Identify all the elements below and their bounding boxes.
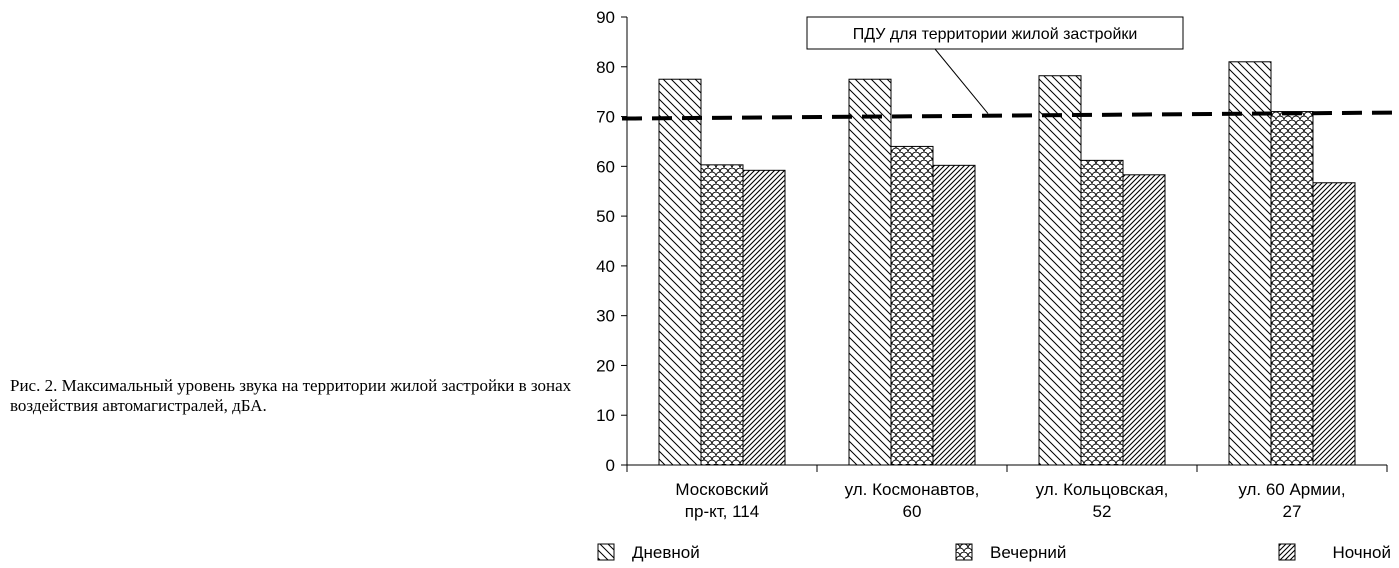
y-tick-label: 90 [596, 8, 615, 27]
reference-label: ПДУ для территории жилой застройки [853, 26, 1138, 43]
x-tick-label: ул. Космонавтов, 60 [845, 480, 980, 521]
bar-scales [1080, 159, 1124, 466]
bar-scales [700, 164, 744, 466]
legend: Дневной Вечерний Ночной [597, 543, 1391, 562]
reference-line-group: ПДУ для территории жилой застройки [621, 16, 1393, 121]
bar-scales [1270, 111, 1314, 466]
y-tick-label: 10 [596, 406, 615, 425]
legend-label: Вечерний [990, 543, 1066, 562]
bar-diag-up [932, 164, 976, 466]
legend-label: Ночной [1332, 543, 1391, 562]
legend-swatch-scales [955, 543, 973, 561]
bar-diag-up [1312, 182, 1356, 466]
y-tick-label: 70 [596, 108, 615, 127]
y-tick-label: 0 [606, 456, 615, 475]
bar-diag-down [1228, 61, 1272, 466]
x-tick-label: ул. 60 Армии, 27 [1238, 480, 1345, 521]
y-tick-label: 50 [596, 207, 615, 226]
y-tick-label: 40 [596, 257, 615, 276]
bar-diag-down [1038, 75, 1082, 466]
reference-label-box [806, 16, 1184, 50]
y-tick-label: 30 [596, 307, 615, 326]
bar-diag-down [658, 78, 702, 466]
y-tick-label: 20 [596, 356, 615, 375]
y-tick-label: 80 [596, 58, 615, 77]
bar-diag-up [1122, 174, 1166, 466]
bar-scales [890, 145, 934, 466]
legend-swatch-diag-up [1278, 543, 1296, 561]
legend-label: Дневной [632, 543, 700, 562]
x-tick-label: ул. Кольцовская, 52 [1036, 480, 1169, 521]
bars [658, 61, 1356, 466]
bar-diag-up [742, 169, 786, 466]
reference-line [621, 110, 1393, 121]
bar-diag-down [848, 78, 892, 466]
y-tick-label: 60 [596, 157, 615, 176]
figure-caption: Рис. 2. Максимальный уровень звука на те… [10, 376, 572, 415]
reference-leader-line [934, 48, 989, 114]
x-tick-label: Московский пр-кт, 114 [675, 480, 768, 521]
legend-swatch-diag-down [597, 543, 615, 561]
